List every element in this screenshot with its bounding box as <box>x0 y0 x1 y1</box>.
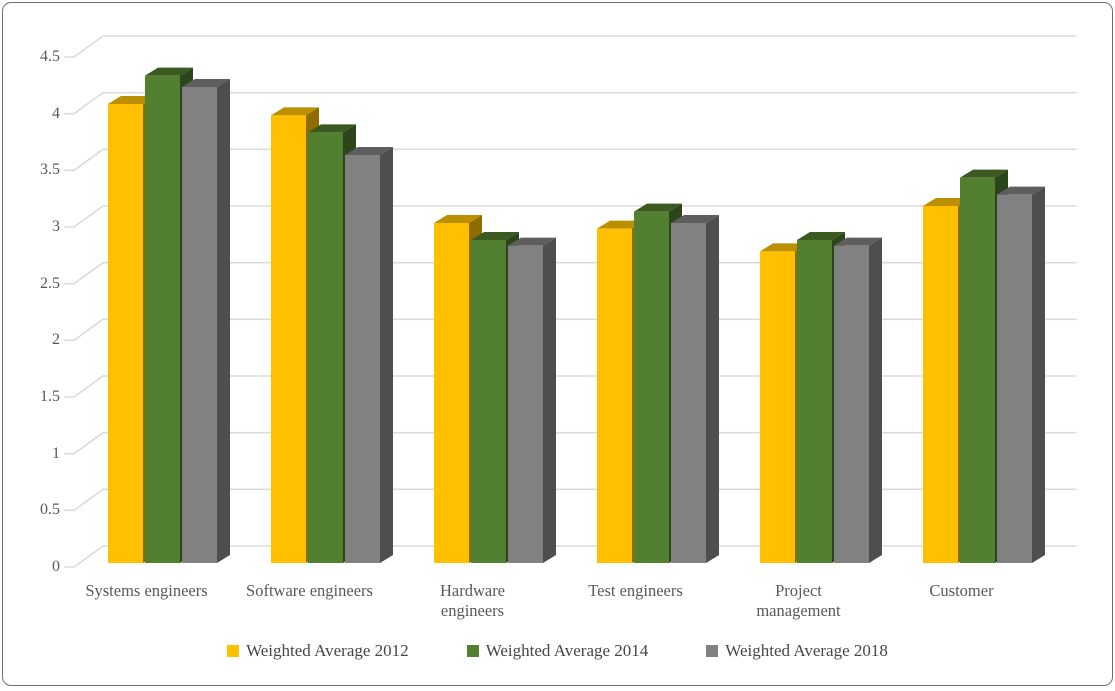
y-axis-tick-label: 4.5 <box>3 47 60 67</box>
legend-swatch-2012-icon <box>227 645 239 657</box>
y-axis-tick-label: 1 <box>3 444 60 464</box>
x-axis-category-label-line: engineers <box>398 601 548 621</box>
bar-front-face <box>997 195 1032 563</box>
bar-front-face <box>345 155 380 563</box>
bar-software-engineers-2018 <box>345 147 393 563</box>
bar-front-face <box>923 206 958 563</box>
y-axis-tick-label: 3 <box>3 217 60 237</box>
bar-front-face <box>108 104 143 563</box>
x-axis-category-label: Test engineers <box>561 581 711 601</box>
y-axis-tick-label: 2.5 <box>3 274 60 294</box>
bar-front-face <box>797 240 832 563</box>
y-axis-tick-label: 0.5 <box>3 500 60 520</box>
legend-item-2018: Weighted Average 2018 <box>706 641 888 661</box>
x-axis-category-label-line: Hardware <box>398 581 548 601</box>
bar-front-face <box>960 178 995 563</box>
legend: Weighted Average 2012 Weighted Average 2… <box>3 641 1112 661</box>
y-axis-tick-label: 4 <box>3 104 60 124</box>
legend-swatch-2014-icon <box>467 645 479 657</box>
x-axis-category-label: Systems engineers <box>72 581 222 601</box>
bar-hardware-engineers-2018 <box>508 238 556 563</box>
x-axis-category-label-line: Software engineers <box>235 581 385 601</box>
bar-side-face <box>1032 187 1045 563</box>
bar-side-face <box>380 147 393 563</box>
legend-swatch-2018-icon <box>706 645 718 657</box>
bar-front-face <box>271 115 306 563</box>
bar-side-face <box>543 238 556 563</box>
bar-test-engineers-2018 <box>671 215 719 563</box>
x-axis-category-label-line: management <box>724 601 874 621</box>
bar-front-face <box>508 246 543 563</box>
x-axis-category-label-line: Project <box>724 581 874 601</box>
bar-side-face <box>706 215 719 563</box>
x-axis-category-label-line: Systems engineers <box>72 581 222 601</box>
x-axis-category-label: Customer <box>887 581 1037 601</box>
bar-front-face <box>145 76 180 563</box>
bar-side-face <box>869 238 882 563</box>
y-axis-tick-label: 0 <box>3 557 60 577</box>
legend-label-2014: Weighted Average 2014 <box>486 641 649 661</box>
bar-side-face <box>217 79 230 563</box>
y-axis-tick-label: 2 <box>3 330 60 350</box>
x-axis-category-label-line: Customer <box>887 581 1037 601</box>
legend-label-2012: Weighted Average 2012 <box>246 641 409 661</box>
bar-front-face <box>760 251 795 563</box>
bar-front-face <box>471 240 506 563</box>
bar-front-face <box>671 223 706 563</box>
bar-front-face <box>434 223 469 563</box>
legend-item-2012: Weighted Average 2012 <box>227 641 409 661</box>
legend-item-2014: Weighted Average 2014 <box>467 641 649 661</box>
bar-front-face <box>597 229 632 563</box>
y-axis-tick-label: 3.5 <box>3 160 60 180</box>
bar-systems-engineers-2018 <box>182 79 230 563</box>
legend-label-2018: Weighted Average 2018 <box>725 641 888 661</box>
bar-customer-2018 <box>997 187 1045 563</box>
x-axis-category-label-line: Test engineers <box>561 581 711 601</box>
bar-front-face <box>834 246 869 563</box>
bar-project-management-2018 <box>834 238 882 563</box>
plot-area: 0 0.5 1 1.5 2 2.5 3 3.5 4 4.5 Systems engineers So… <box>3 3 1112 685</box>
bar-front-face <box>308 132 343 563</box>
y-axis-tick-label: 1.5 <box>3 387 60 407</box>
gridline <box>65 36 1076 57</box>
bar-front-face <box>634 212 669 563</box>
bar-front-face <box>182 87 217 563</box>
x-axis-category-label: Software engineers <box>235 581 385 601</box>
